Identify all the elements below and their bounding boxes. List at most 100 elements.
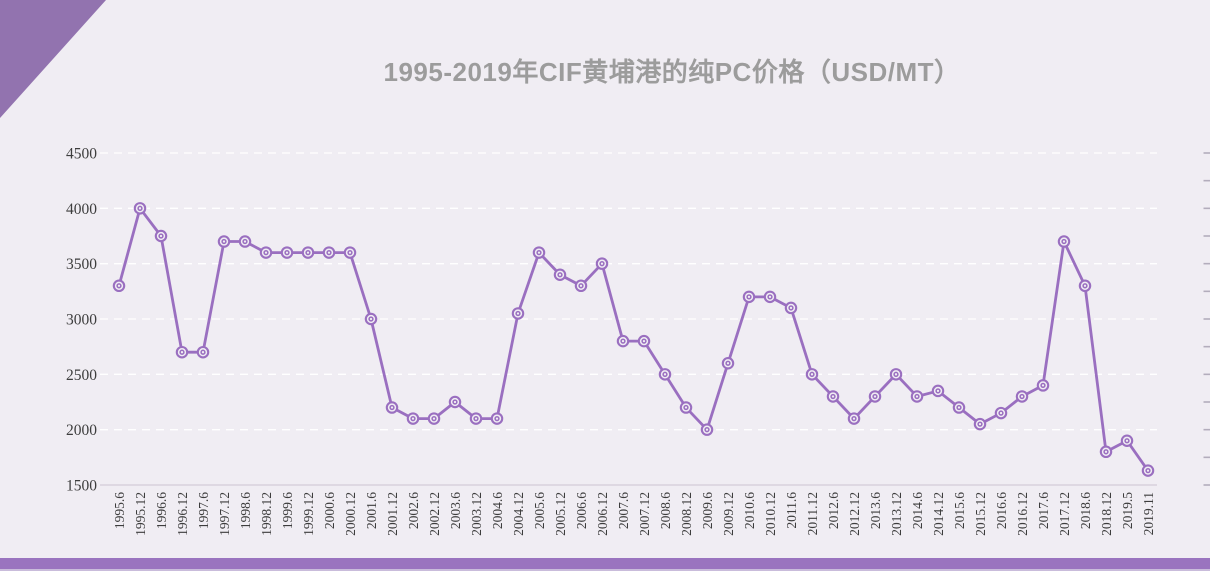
x-tick-label: 2016.12	[1015, 492, 1030, 536]
x-tick-label: 2019.5	[1120, 492, 1135, 529]
y-tick-label: 4500	[66, 146, 97, 163]
gridlines	[100, 152, 1157, 486]
y-tick-label: 3000	[66, 312, 97, 329]
x-axis-labels: 1995.6 1995.12 1996.6 1996.12 1997.6 1997.12 1…	[112, 492, 1156, 536]
marker-inner-dot	[1061, 238, 1067, 245]
marker-inner-dot	[977, 421, 983, 427]
marker-inner-dot	[137, 205, 143, 211]
x-tick-label: 2014.6	[910, 492, 925, 529]
x-tick-label: 2017.6	[1036, 492, 1051, 529]
x-tick-label: 1995.6	[112, 492, 127, 529]
marker-inner-dot	[494, 415, 500, 422]
marker-inner-dot	[893, 371, 899, 377]
marker-inner-dot	[1019, 393, 1025, 400]
bottom-accent-strip	[0, 569, 1210, 571]
marker-inner-dot	[914, 393, 920, 400]
marker-inner-dot	[1145, 467, 1151, 474]
x-tick-label: 2000.12	[343, 492, 358, 536]
x-tick-label: 2003.12	[469, 492, 484, 536]
marker-inner-dot	[767, 294, 773, 300]
marker-inner-dot	[179, 349, 185, 355]
x-tick-label: 1996.12	[175, 492, 190, 536]
x-tick-label: 2002.12	[427, 492, 442, 536]
marker-inner-dot	[515, 310, 521, 317]
x-tick-label: 2009.6	[700, 492, 715, 529]
x-tick-label: 2012.6	[826, 492, 841, 529]
x-tick-label: 2010.6	[742, 492, 757, 529]
x-tick-label: 2011.12	[805, 492, 820, 535]
marker-inner-dot	[809, 371, 815, 377]
marker-inner-dot	[410, 415, 416, 422]
marker-inner-dot	[200, 349, 206, 355]
x-tick-label: 2008.6	[658, 492, 673, 529]
marker-inner-dot	[326, 249, 332, 256]
x-tick-label: 2012.12	[847, 492, 862, 536]
x-tick-label: 2018.12	[1099, 492, 1114, 536]
x-tick-label: 2007.12	[637, 492, 652, 536]
marker-inner-dot	[620, 338, 626, 344]
x-tick-label: 1998.12	[259, 492, 274, 536]
y-tick-label: 1500	[66, 478, 97, 495]
marker-inner-dot	[557, 272, 563, 278]
y-tick-label: 3500	[66, 256, 97, 273]
y-tick-label: 2000	[66, 422, 97, 439]
x-tick-label: 2001.6	[364, 492, 379, 529]
x-tick-label: 2002.6	[406, 492, 421, 529]
marker-inner-dot	[683, 404, 689, 411]
y-tick-label: 4000	[66, 201, 97, 218]
x-tick-label: 1999.12	[301, 492, 316, 536]
x-tick-label: 2008.12	[679, 492, 694, 536]
marker-inner-dot	[578, 283, 584, 289]
x-tick-label: 2019.11	[1141, 492, 1156, 535]
marker-inner-dot	[956, 404, 962, 411]
marker-inner-dot	[788, 305, 794, 311]
x-tick-label: 2000.6	[322, 492, 337, 529]
marker-inner-dot	[1040, 382, 1046, 389]
x-tick-label: 2005.12	[553, 492, 568, 536]
x-tick-label: 2016.6	[994, 492, 1009, 529]
x-tick-label: 1999.6	[280, 492, 295, 529]
marker-inner-dot	[263, 249, 269, 256]
chart-title: 1995-2019年CIF黄埔港的纯PC价格（USD/MT）	[383, 57, 961, 87]
marker-inner-dot	[536, 249, 542, 256]
data-point-markers	[112, 202, 1155, 477]
marker-inner-dot	[998, 410, 1004, 416]
x-tick-label: 2014.12	[931, 492, 946, 536]
x-tick-label: 1998.6	[238, 492, 253, 529]
marker-inner-dot	[158, 233, 164, 239]
marker-inner-dot	[704, 427, 710, 433]
bottom-accent-bar	[0, 558, 1210, 569]
x-tick-label: 2004.12	[511, 492, 526, 536]
y-tick-label: 2500	[66, 367, 97, 384]
x-tick-label: 2007.6	[616, 492, 631, 529]
marker-inner-dot	[452, 399, 458, 405]
marker-inner-dot	[116, 283, 122, 289]
x-tick-label: 2015.12	[973, 492, 988, 536]
marker-inner-dot	[389, 404, 395, 411]
marker-inner-dot	[935, 388, 941, 394]
marker-inner-dot	[1103, 449, 1109, 455]
marker-inner-dot	[1082, 283, 1088, 289]
x-tick-label: 2006.12	[595, 492, 610, 536]
marker-inner-dot	[830, 393, 836, 400]
x-tick-label: 1997.6	[196, 492, 211, 529]
marker-inner-dot	[431, 415, 437, 422]
marker-inner-dot	[641, 338, 647, 344]
marker-inner-dot	[221, 238, 227, 245]
marker-inner-dot	[284, 249, 290, 256]
x-tick-label: 1996.6	[154, 492, 169, 529]
x-tick-label: 2004.6	[490, 492, 505, 529]
right-axis-ticks	[1203, 152, 1210, 486]
marker-inner-dot	[746, 294, 752, 300]
x-tick-label: 2001.12	[385, 492, 400, 536]
marker-inner-dot	[872, 393, 878, 400]
x-tick-label: 1997.12	[217, 492, 232, 536]
marker-inner-dot	[725, 360, 731, 366]
x-tick-label: 2003.6	[448, 492, 463, 529]
marker-inner-dot	[473, 415, 479, 422]
price-line	[117, 206, 1150, 473]
x-tick-label: 2011.6	[784, 492, 799, 529]
x-tick-label: 2006.6	[574, 492, 589, 529]
